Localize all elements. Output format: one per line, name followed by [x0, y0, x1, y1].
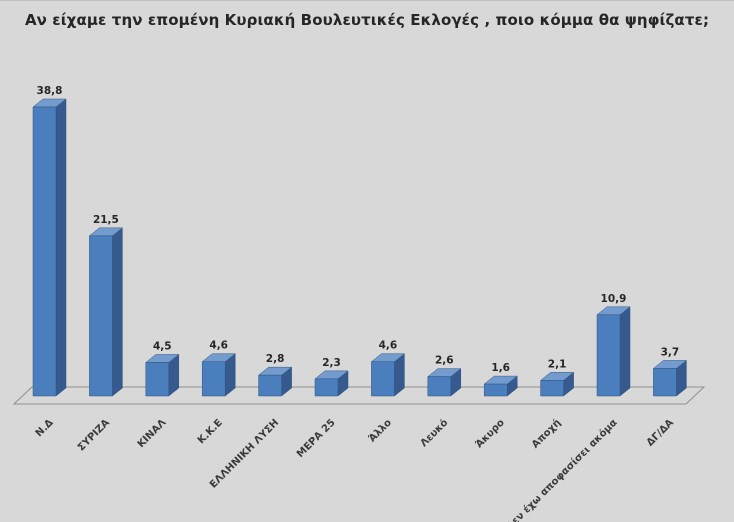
- bar-2: [145, 353, 180, 397]
- x-axis-label: Δεν έχω αποφασίσει ακόμα: [504, 417, 620, 522]
- bar-value-label: 4,6: [209, 340, 228, 352]
- bar-front-face: [371, 361, 395, 397]
- chart-floor-plane: [12, 386, 706, 405]
- bar-side-face: [619, 306, 631, 397]
- bar-front-face: [201, 361, 226, 397]
- bar-front-face: [427, 376, 452, 397]
- chart-bars: [32, 98, 688, 397]
- bar-7: [427, 368, 462, 397]
- bar-front-face: [483, 383, 508, 397]
- bar-front-face: [653, 368, 677, 397]
- x-axis-label: Λευκό: [418, 417, 451, 450]
- bar-11: [652, 359, 688, 397]
- x-axis-label: Ν.Δ: [34, 417, 56, 439]
- bar-front-face: [540, 380, 564, 397]
- bar-3: [201, 353, 236, 397]
- bar-side-face: [55, 98, 67, 397]
- bar-value-label: 38,8: [37, 85, 63, 97]
- bar-6: [370, 353, 406, 397]
- bar-value-label: 2,3: [322, 357, 341, 369]
- bar-value-label: 3,7: [661, 346, 680, 358]
- x-axis-label: Άκυρο: [473, 417, 507, 451]
- bar-0: [32, 98, 67, 397]
- bar-front-face: [314, 378, 339, 397]
- bar-front-face: [89, 235, 113, 397]
- bar-front-face: [145, 362, 170, 397]
- bar-front-face: [32, 106, 57, 397]
- bar-front-face: [596, 314, 621, 397]
- bar-4: [257, 366, 293, 397]
- bar-value-label: 2,1: [548, 358, 567, 370]
- bar-value-label: 10,9: [601, 293, 627, 305]
- x-axis-label: ΣΥΡΙΖΑ: [76, 417, 112, 453]
- bar-value-label: 2,8: [266, 353, 285, 365]
- x-axis-label: Αποχή: [529, 417, 563, 451]
- bar-9: [539, 371, 575, 397]
- chart-value-labels: 38,8 21,5 4,5 4,6 2,8 2,3 4,6 2,6 1,6 2,1 10,9 3,7: [37, 85, 680, 374]
- bar-value-label: 2,6: [435, 355, 454, 367]
- x-axis-label: Κ.Κ.Ε: [196, 417, 225, 446]
- x-axis-label: ΜΕΡΑ 25: [295, 417, 338, 460]
- x-axis-label: ΚΙΝΑΛ: [136, 417, 169, 450]
- bar-value-label: 21,5: [93, 214, 119, 226]
- bar-1: [88, 227, 124, 397]
- bar-5: [314, 370, 349, 397]
- bar-side-face: [112, 227, 123, 397]
- bar-10: [596, 306, 631, 397]
- chart-title: Αν είχαμε την επομένη Κυριακή Βουλευτικέ…: [24, 11, 710, 29]
- bar-value-label: 4,6: [379, 340, 398, 352]
- bar-value-label: 4,5: [153, 340, 172, 352]
- bar-front-face: [258, 374, 282, 397]
- bar-value-label: 1,6: [491, 362, 510, 374]
- x-axis-label: Άλλο: [366, 417, 394, 445]
- x-axis-label: ΔΓ/ΔΑ: [645, 417, 676, 448]
- bar-8: [483, 375, 518, 397]
- chart-floor: [12, 386, 706, 405]
